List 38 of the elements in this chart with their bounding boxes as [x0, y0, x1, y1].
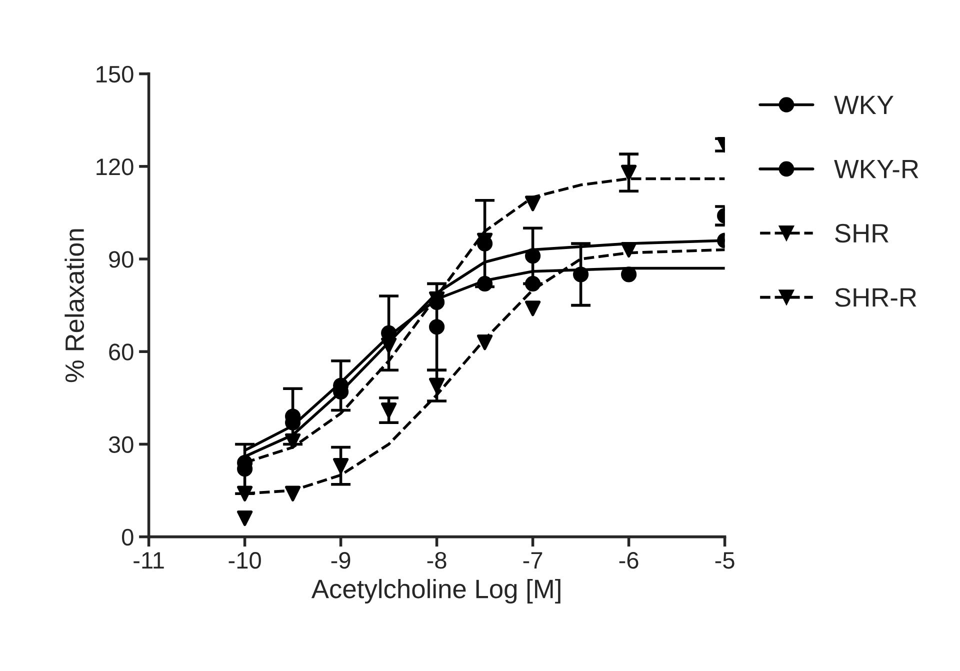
y-tick-label: 60 — [109, 344, 134, 360]
x-tick-label: -11 — [134, 552, 164, 568]
point — [525, 248, 541, 264]
point — [285, 433, 301, 449]
x-tick-label: -6 — [619, 552, 638, 569]
x-tick-label: -8 — [427, 552, 446, 569]
y-tick-label: 90 — [109, 251, 134, 268]
point — [237, 486, 253, 502]
point — [621, 266, 637, 282]
y-tick-label: 150 — [96, 66, 134, 83]
point — [429, 319, 445, 335]
x-axis-title: Acetylcholine Log [M] — [311, 578, 560, 604]
point — [285, 486, 301, 502]
point — [621, 164, 637, 180]
y-tick-label: 120 — [96, 158, 134, 176]
legend-label: WKY-R — [834, 160, 918, 178]
point — [237, 510, 253, 526]
x-tick-label: -5 — [715, 552, 734, 569]
point — [525, 196, 541, 212]
point — [525, 300, 541, 316]
point — [381, 402, 397, 418]
legend-label: WKY — [834, 96, 894, 114]
x-tick-label: -10 — [228, 552, 261, 569]
legend-label: SHR-R — [835, 288, 916, 307]
x-tick-label: -7 — [523, 552, 542, 568]
point — [477, 334, 493, 350]
point — [525, 276, 541, 292]
point — [429, 378, 445, 394]
point — [621, 242, 637, 258]
point — [573, 266, 589, 282]
y-tick-label: 30 — [108, 436, 134, 453]
point — [333, 458, 349, 474]
point — [477, 276, 493, 292]
y-tick-label: 0 — [122, 528, 134, 546]
x-tick-label: -9 — [331, 552, 350, 569]
point — [381, 338, 397, 354]
legend-label: SHR — [835, 224, 888, 243]
y-axis-title: % Relaxation — [64, 229, 84, 382]
